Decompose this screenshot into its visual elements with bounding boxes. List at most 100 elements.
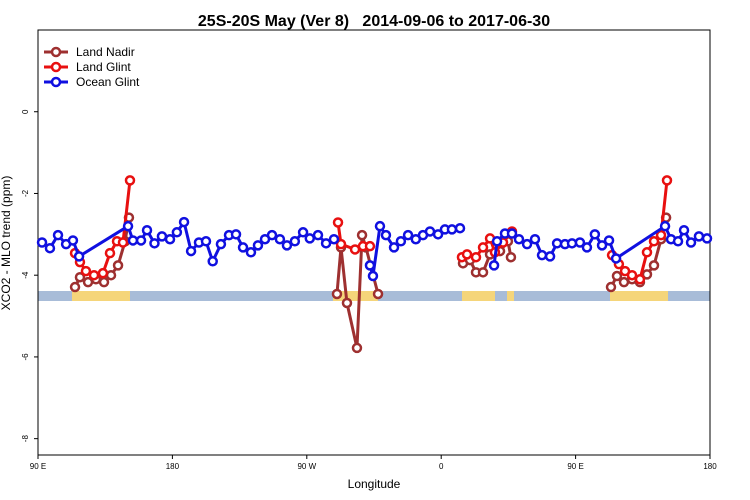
point xyxy=(589,229,601,240)
point xyxy=(655,229,667,241)
point xyxy=(364,260,376,271)
point xyxy=(274,233,286,245)
point xyxy=(281,240,293,251)
legend-swatch-marker xyxy=(50,76,62,88)
point xyxy=(97,267,109,279)
point xyxy=(69,281,81,293)
point xyxy=(536,249,548,261)
point xyxy=(328,233,340,245)
point xyxy=(52,229,64,241)
point xyxy=(185,245,197,257)
point xyxy=(332,217,344,228)
point xyxy=(529,233,541,245)
point xyxy=(678,224,690,236)
point xyxy=(491,236,503,247)
point xyxy=(289,236,301,247)
point xyxy=(388,242,400,253)
point xyxy=(634,274,646,285)
point xyxy=(544,251,556,262)
point xyxy=(335,238,347,250)
chart-title: 25S-20S May (Ver 8) 2014-09-06 to 2017-0… xyxy=(198,13,550,30)
point xyxy=(395,236,407,247)
point xyxy=(122,220,134,232)
point xyxy=(693,231,705,242)
point xyxy=(506,228,518,239)
point xyxy=(331,288,343,300)
legend-swatch-marker xyxy=(50,46,62,58)
land-strip xyxy=(462,291,495,301)
point xyxy=(685,237,697,248)
x-tick-label: 180 xyxy=(166,462,180,471)
point xyxy=(178,216,190,228)
legend-label: Land Glint xyxy=(76,60,131,74)
point xyxy=(230,229,242,240)
point xyxy=(135,235,147,246)
point xyxy=(74,271,86,283)
point xyxy=(245,247,257,258)
point xyxy=(648,260,660,271)
point xyxy=(127,235,139,246)
point xyxy=(424,226,436,237)
point xyxy=(454,222,466,234)
point xyxy=(402,229,414,241)
land-strip xyxy=(72,291,130,301)
point xyxy=(297,227,309,238)
point xyxy=(124,175,136,186)
point xyxy=(641,247,653,258)
point xyxy=(477,242,489,253)
point xyxy=(117,237,129,248)
legend-swatch-marker xyxy=(50,61,62,73)
point xyxy=(521,238,533,250)
x-axis-title: Longitude xyxy=(348,477,401,491)
point xyxy=(432,229,444,240)
point xyxy=(603,235,615,246)
point xyxy=(252,240,264,251)
point xyxy=(513,233,525,245)
y-tick-label: -8 xyxy=(21,435,30,443)
x-tick-label: 90 E xyxy=(567,462,583,471)
land-strip xyxy=(507,291,514,301)
point xyxy=(36,237,48,248)
point xyxy=(88,269,100,281)
point xyxy=(141,224,153,236)
point xyxy=(626,269,638,281)
point xyxy=(648,236,660,247)
point xyxy=(149,238,160,249)
point xyxy=(659,220,671,232)
point xyxy=(104,247,116,259)
point xyxy=(446,224,458,235)
point xyxy=(470,251,482,263)
point xyxy=(312,229,324,241)
point xyxy=(596,240,608,251)
point xyxy=(505,251,517,263)
point xyxy=(112,260,124,271)
x-tick-label: 0 xyxy=(439,462,444,471)
point xyxy=(200,236,212,247)
point xyxy=(356,229,368,241)
series xyxy=(36,216,713,282)
point xyxy=(237,242,249,253)
point xyxy=(320,238,332,249)
land-strip xyxy=(610,291,668,301)
point xyxy=(641,269,653,280)
point xyxy=(477,267,489,278)
point xyxy=(341,297,353,309)
point xyxy=(164,233,176,245)
point xyxy=(367,270,379,282)
legend-label: Land Nadir xyxy=(76,45,135,59)
legend-label: Ocean Glint xyxy=(76,75,140,89)
point xyxy=(618,276,630,288)
point xyxy=(605,281,617,293)
point xyxy=(351,342,363,354)
point xyxy=(661,175,673,186)
y-tick-label: 0 xyxy=(21,109,30,114)
point xyxy=(80,265,92,277)
point xyxy=(610,253,622,264)
point xyxy=(374,220,386,232)
point xyxy=(611,270,623,282)
point xyxy=(574,237,586,248)
point xyxy=(73,251,85,262)
y-axis-title: XCO2 - MLO trend (ppm) xyxy=(0,176,13,311)
